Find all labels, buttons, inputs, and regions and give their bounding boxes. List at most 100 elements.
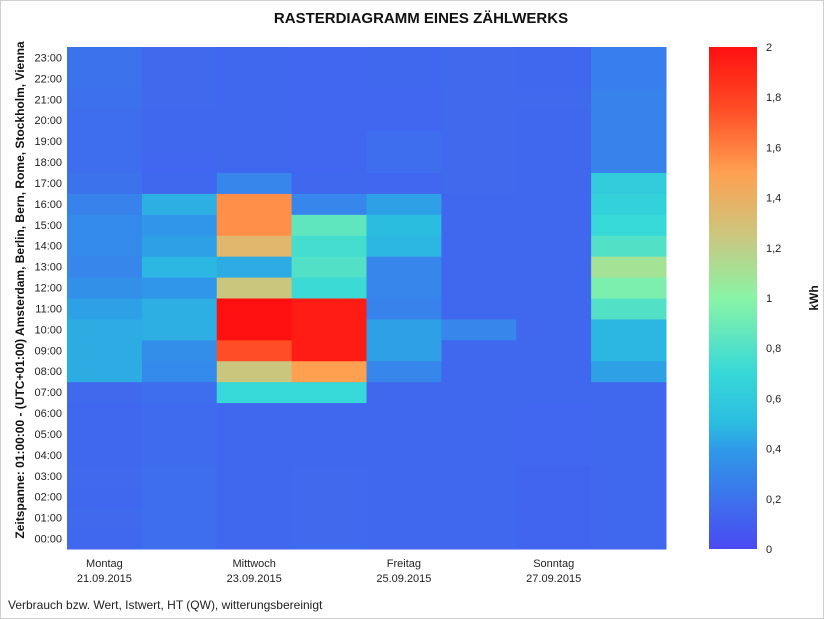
- heatmap-cell: [516, 339, 592, 362]
- heatmap-cell: [67, 130, 143, 153]
- heatmap-cell: [141, 339, 218, 362]
- heatmap-cell: [591, 130, 667, 153]
- heatmap-cell: [591, 47, 667, 69]
- heatmap-cell: [366, 360, 442, 383]
- heatmap-cell: [67, 507, 143, 529]
- heatmap-cell: [366, 423, 442, 445]
- heatmap-cell: [366, 486, 442, 508]
- heatmap-cell: [516, 507, 592, 529]
- y-tick-label: 02:00: [34, 492, 62, 504]
- heatmap-cell: [441, 465, 517, 487]
- y-tick-label: 03:00: [34, 471, 62, 483]
- heatmap-cell: [591, 318, 667, 341]
- heatmap-cell: [291, 88, 368, 111]
- heatmap-cell: [591, 88, 667, 111]
- heatmap-cell: [291, 339, 368, 362]
- heatmap-cell: [291, 151, 368, 173]
- heatmap-cell: [291, 423, 368, 445]
- heatmap-cell: [591, 423, 667, 445]
- heatmap-cell: [216, 402, 293, 424]
- heatmap-cell: [141, 151, 218, 173]
- x-tick-label-day: Freitag: [387, 558, 421, 570]
- heatmap-cell: [67, 214, 143, 236]
- heatmap-cell: [291, 318, 368, 341]
- heatmap-cell: [441, 402, 517, 424]
- heatmap-cell: [67, 47, 143, 69]
- heatmap-cell: [366, 444, 442, 466]
- heatmap-cell: [141, 528, 218, 550]
- heatmap-cell: [591, 444, 667, 466]
- y-tick-label: 08:00: [34, 366, 62, 378]
- heatmap-cell: [591, 172, 667, 194]
- heatmap-cell: [591, 486, 667, 508]
- heatmap-cell: [366, 528, 442, 550]
- heatmap-cell: [67, 486, 143, 508]
- heatmap-cell: [516, 256, 592, 278]
- heatmap-cell: [67, 277, 143, 299]
- heatmap-cell: [516, 381, 592, 404]
- heatmap-cell: [67, 360, 143, 383]
- heatmap-cell: [67, 465, 143, 487]
- heatmap-cell: [67, 67, 143, 90]
- chart-footer: Verbrauch bzw. Wert, Istwert, HT (QW), w…: [8, 598, 323, 612]
- heatmap-cell: [441, 381, 517, 404]
- heatmap-cell: [441, 298, 517, 320]
- heatmap-cell: [291, 109, 368, 132]
- y-tick-label: 04:00: [34, 450, 62, 462]
- heatmap-cell: [216, 67, 293, 90]
- heatmap-cell: [216, 151, 293, 173]
- heatmap-cell: [216, 423, 293, 445]
- heatmap-cell: [216, 360, 293, 383]
- y-tick-label: 00:00: [34, 534, 62, 546]
- heatmap-cell: [291, 193, 368, 215]
- heatmap-cell: [591, 109, 667, 132]
- heatmap-cell: [516, 486, 592, 508]
- heatmap-cell: [516, 88, 592, 111]
- heatmap-cell: [441, 277, 517, 299]
- colorbar-tick-label: 0,6: [766, 393, 781, 405]
- heatmap-cell: [591, 277, 667, 299]
- heatmap-cell: [516, 423, 592, 445]
- heatmap-cell: [441, 423, 517, 445]
- heatmap-cell: [441, 214, 517, 236]
- heatmap-cell: [216, 486, 293, 508]
- y-tick-label: 18:00: [34, 157, 62, 169]
- x-axis-ticks: Montag 21.09.2015 Mittwoch 23.09.2015 Freita…: [77, 558, 581, 585]
- x-tick-label-date: 25.09.2015: [376, 573, 431, 585]
- heatmap-cell: [516, 214, 592, 236]
- heatmap-cell: [291, 381, 368, 404]
- heatmap-cell: [67, 151, 143, 173]
- heatmap-cell: [441, 256, 517, 278]
- heatmap-cell: [216, 318, 293, 341]
- heatmap-cell: [67, 528, 143, 550]
- heatmap-cell: [141, 130, 218, 153]
- heatmap-cell: [366, 235, 442, 257]
- y-tick-label: 19:00: [34, 136, 62, 148]
- heatmap-cell: [441, 88, 517, 111]
- heatmap-cell: [591, 67, 667, 90]
- x-tick-label-day: Montag: [86, 558, 123, 570]
- x-tick-label-date: 23.09.2015: [227, 573, 282, 585]
- x-tick-label-date: 27.09.2015: [526, 573, 581, 585]
- heatmap-cell: [216, 47, 293, 69]
- colorbar-tick-label: 0,2: [766, 494, 781, 506]
- heatmap-cell: [516, 172, 592, 194]
- heatmap-cell: [441, 67, 517, 90]
- heatmap-cell: [216, 381, 293, 404]
- heatmap-cell: [216, 235, 293, 257]
- x-tick-label-date: 21.09.2015: [77, 573, 132, 585]
- heatmap-cell: [141, 444, 218, 466]
- heatmap-cell: [591, 528, 667, 550]
- y-tick-label: 16:00: [34, 199, 62, 211]
- heatmap-cell: [366, 318, 442, 341]
- heatmap-cell: [141, 47, 218, 69]
- heatmap-cell: [216, 109, 293, 132]
- colorbar-tick-label: 2: [766, 42, 772, 54]
- heatmap-cell: [141, 465, 218, 487]
- heatmap-cell: [141, 298, 218, 320]
- heatmap-cell: [366, 298, 442, 320]
- heatmap-cell: [441, 486, 517, 508]
- heatmap-cell: [441, 339, 517, 362]
- heatmap-cell: [141, 507, 218, 529]
